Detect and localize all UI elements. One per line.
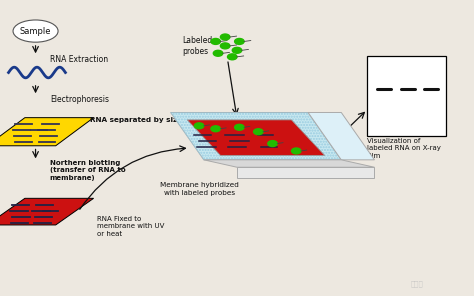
Circle shape bbox=[268, 141, 277, 147]
Polygon shape bbox=[0, 198, 94, 225]
Circle shape bbox=[292, 148, 301, 154]
Polygon shape bbox=[237, 167, 374, 178]
Circle shape bbox=[220, 43, 230, 49]
Text: Membrane hybridized
with labeled probes: Membrane hybridized with labeled probes bbox=[160, 182, 238, 196]
Circle shape bbox=[235, 38, 244, 44]
Text: 丁香园: 丁香园 bbox=[411, 281, 423, 287]
Circle shape bbox=[220, 34, 230, 40]
Polygon shape bbox=[204, 160, 374, 167]
Circle shape bbox=[235, 124, 244, 130]
FancyBboxPatch shape bbox=[367, 56, 446, 136]
Text: RNA separated by size: RNA separated by size bbox=[90, 117, 182, 123]
Circle shape bbox=[194, 123, 204, 129]
Text: RNA Fixed to
membrane with UV
or heat: RNA Fixed to membrane with UV or heat bbox=[97, 216, 164, 237]
Circle shape bbox=[211, 126, 220, 132]
Circle shape bbox=[232, 47, 242, 53]
Circle shape bbox=[228, 54, 237, 60]
Text: Electrophoresis: Electrophoresis bbox=[50, 95, 109, 104]
Polygon shape bbox=[187, 120, 325, 155]
Ellipse shape bbox=[13, 20, 58, 42]
Text: Sample: Sample bbox=[20, 27, 51, 36]
Polygon shape bbox=[0, 118, 94, 146]
Polygon shape bbox=[171, 112, 341, 160]
Circle shape bbox=[254, 129, 263, 135]
Text: Visualization of
labeled RNA on X-ray
film: Visualization of labeled RNA on X-ray fi… bbox=[367, 138, 441, 159]
Text: Northern blotting
(transfer of RNA to
membrane): Northern blotting (transfer of RNA to me… bbox=[50, 160, 126, 181]
Circle shape bbox=[211, 38, 220, 44]
Text: RNA Extraction: RNA Extraction bbox=[50, 55, 108, 64]
Polygon shape bbox=[308, 112, 374, 160]
Circle shape bbox=[213, 50, 223, 56]
Text: Labeled
probes: Labeled probes bbox=[182, 36, 213, 56]
